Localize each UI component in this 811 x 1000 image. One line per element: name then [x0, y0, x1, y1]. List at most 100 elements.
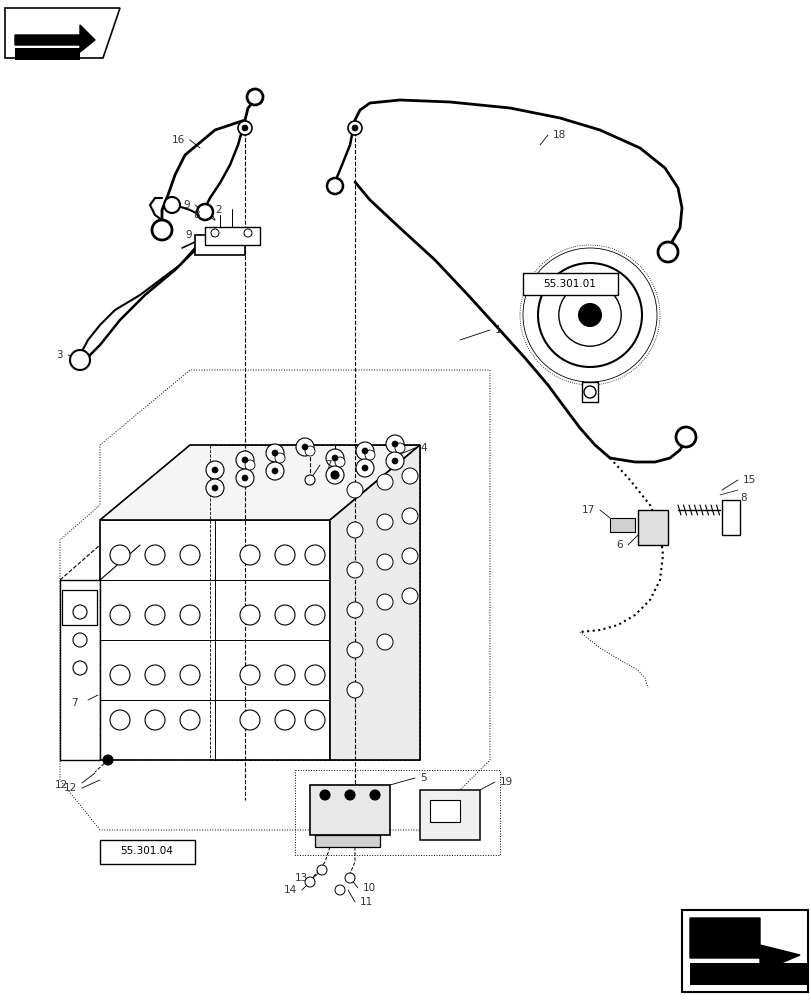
Circle shape [272, 450, 277, 456]
Circle shape [266, 444, 284, 462]
Circle shape [305, 475, 315, 485]
Polygon shape [689, 918, 799, 972]
Circle shape [376, 554, 393, 570]
Circle shape [302, 444, 307, 450]
Circle shape [236, 451, 254, 469]
Circle shape [346, 562, 363, 578]
Circle shape [109, 665, 130, 685]
Polygon shape [310, 785, 389, 835]
Circle shape [376, 474, 393, 490]
Circle shape [73, 661, 87, 675]
Circle shape [240, 545, 260, 565]
Text: 7: 7 [324, 460, 331, 470]
Circle shape [236, 469, 254, 487]
Circle shape [247, 89, 263, 105]
Text: 5: 5 [419, 773, 426, 783]
Text: 9: 9 [183, 200, 190, 210]
Circle shape [245, 460, 255, 470]
Circle shape [180, 545, 200, 565]
Text: 14: 14 [283, 885, 297, 895]
Circle shape [362, 448, 367, 454]
Circle shape [538, 263, 642, 367]
Circle shape [275, 605, 294, 625]
Circle shape [346, 482, 363, 498]
Text: 13: 13 [294, 873, 307, 883]
Circle shape [578, 304, 601, 326]
Bar [522, 273, 617, 295]
Polygon shape [5, 8, 120, 58]
Circle shape [657, 242, 677, 262]
Polygon shape [100, 520, 329, 760]
Circle shape [275, 710, 294, 730]
Circle shape [332, 472, 337, 478]
Circle shape [346, 522, 363, 538]
Circle shape [240, 665, 260, 685]
Text: 8: 8 [193, 210, 200, 220]
Text: 19: 19 [500, 777, 513, 787]
Circle shape [212, 467, 217, 473]
Bar [315, 835, 380, 847]
Bar [15, 48, 80, 60]
Polygon shape [15, 25, 95, 52]
Circle shape [145, 710, 165, 730]
Bar [195, 235, 245, 255]
Circle shape [109, 710, 130, 730]
Circle shape [103, 755, 113, 765]
Circle shape [385, 435, 404, 453]
Circle shape [70, 350, 90, 370]
Circle shape [206, 479, 224, 497]
Circle shape [73, 605, 87, 619]
Circle shape [305, 545, 324, 565]
Bar [609, 518, 634, 532]
Circle shape [296, 438, 314, 456]
Circle shape [355, 459, 374, 477]
Circle shape [385, 452, 404, 470]
Circle shape [583, 386, 595, 398]
Circle shape [376, 594, 393, 610]
Circle shape [325, 466, 344, 484]
Text: 18: 18 [552, 130, 565, 140]
Circle shape [242, 457, 247, 463]
Circle shape [305, 446, 315, 456]
Text: 8: 8 [739, 493, 745, 503]
Circle shape [401, 468, 418, 484]
Circle shape [305, 605, 324, 625]
Circle shape [272, 468, 277, 474]
Circle shape [145, 605, 165, 625]
Text: 12: 12 [64, 783, 77, 793]
Circle shape [394, 443, 405, 453]
Circle shape [335, 885, 345, 895]
Circle shape [73, 633, 87, 647]
Circle shape [392, 441, 397, 447]
Circle shape [240, 710, 260, 730]
Circle shape [305, 710, 324, 730]
Circle shape [327, 178, 342, 194]
Circle shape [275, 545, 294, 565]
Circle shape [346, 602, 363, 618]
Circle shape [109, 605, 130, 625]
Bar [430, 800, 460, 822]
Circle shape [351, 125, 358, 131]
Circle shape [145, 545, 165, 565]
Polygon shape [100, 445, 419, 520]
Circle shape [332, 455, 337, 461]
Circle shape [365, 450, 375, 460]
Circle shape [242, 125, 247, 131]
Circle shape [348, 121, 362, 135]
Polygon shape [419, 790, 479, 840]
Circle shape [109, 545, 130, 565]
Circle shape [392, 458, 397, 464]
Text: 3: 3 [56, 350, 63, 360]
Text: 17: 17 [581, 505, 594, 515]
Circle shape [320, 790, 329, 800]
Text: 55.301.04: 55.301.04 [120, 846, 174, 856]
Circle shape [275, 453, 285, 463]
Circle shape [345, 790, 354, 800]
Circle shape [401, 508, 418, 524]
Bar [721, 500, 739, 535]
Bar [581, 382, 597, 402]
Circle shape [164, 197, 180, 213]
Text: 11: 11 [359, 897, 373, 907]
Bar [100, 840, 195, 864]
Circle shape [243, 229, 251, 237]
